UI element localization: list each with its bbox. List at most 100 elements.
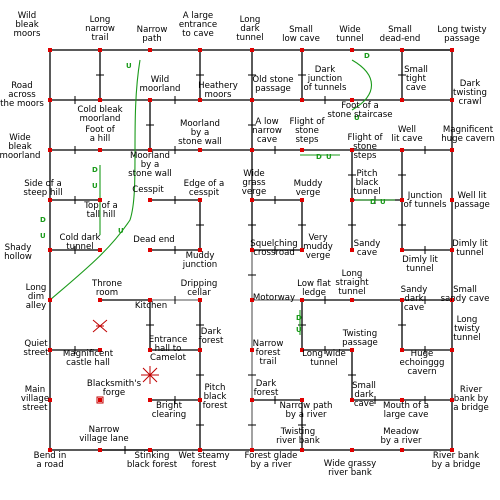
room-label-line: huge cavern [441,134,495,144]
room-label-line: Very [308,233,327,243]
room-label-dimly-lit-tunnel-1: Dimly lit tunnel [402,255,438,274]
room-label-forest-glade-river: Forest glade by a river [245,451,298,470]
room-label-line: Wild [151,75,170,85]
room-label-line: Low flat [297,279,331,289]
room-label-line: grass [242,178,266,188]
room-label-main-village-street: Main village street [21,385,49,413]
room-label-line: Meadow [383,427,419,437]
room-label-shady-hollow: Shady hollow [4,243,32,262]
room-label-line: Long [26,283,47,293]
room-label-line: Long [90,15,111,25]
room-label-wild-bleak-moors: Wild bleak moors [14,11,41,39]
room-label-line: steps [295,135,319,145]
room-label-line: tunnel [453,333,480,343]
room-label-old-stone-passage: Old stone passage [252,75,293,94]
room-label-line: dark [404,294,423,304]
room-label-line: black forest [127,460,178,470]
room-label-line: River [460,385,483,395]
room-label-line: Quiet [24,339,48,349]
room-label-line: black [356,178,379,188]
room-label-small-sandy-cave: Small sandy cave [441,285,490,304]
room-label-line: Sandy [401,285,428,295]
down-marker: D [364,52,370,60]
room-label-line: moorland [140,84,181,94]
room-label-long-wide-tunnel: Long wide tunnel [302,349,346,368]
room-label-line: Stinking [135,451,170,461]
room-label-well-lit-passage: Well lit passage [454,191,490,210]
room-label-line: crossroad [253,248,295,258]
room-label-line: passage [444,34,480,44]
room-label-cold-bleak-moorland: Cold bleak moorland [77,105,122,124]
room-label-line: Well [398,125,416,135]
room-label-line: Wide [9,133,30,143]
room-label-line: stone [353,142,377,152]
room-label-line: verge [296,188,321,198]
room-label-long-twisty-tunnel: Long twisty tunnel [453,315,480,343]
room-label-long-dark-tunnel: Long dark tunnel [236,15,263,43]
room-label-line: junction [307,74,342,84]
room-label-line: Muddy [186,251,215,261]
room-label-meadow-river: Meadow by a river [380,427,422,446]
room-label-line: Kitchen [135,301,167,311]
room-label-kitchen: Kitchen [135,301,167,311]
room-label-line: tunnel [236,33,263,43]
room-label-line: Dimly lit [402,255,438,265]
room-label-line: Wide grassy [324,459,376,469]
room-label-line: Edge of a [184,179,225,189]
room-label-muddy-junction: Muddy junction [182,251,217,270]
room-label-line: moors [205,90,232,100]
room-label-line: dim [28,292,44,302]
room-label-line: River bank [433,451,479,461]
room-label-line: passage [454,200,490,210]
room-label-line: Moorland [130,151,170,161]
room-label-wide-grassy-river-bank: Wide grassy river bank [324,459,376,478]
room-label-line: stone [295,126,319,136]
room-label-line: across [8,90,36,100]
room-label-line: Narrow path [280,401,333,411]
room-label-sandy-dark-cave: Sandy dark cave [401,285,428,313]
up-down-connectors [49,59,395,335]
room-label-line: hall to [155,344,182,354]
room-label-dark-twisting-crawl: Dark twisting crawl [453,79,487,107]
room-label-large-entrance: A large entrance to cave [179,11,217,39]
room-label-line: passage [342,338,378,348]
room-label-line: clearing [152,410,187,420]
room-label-dead-end: Dead end [133,235,175,245]
room-label-very-muddy-verge: Very muddy verge [303,233,333,261]
room-label-line: river bank [276,436,320,446]
room-label-line: to cave [182,29,214,39]
room-label-narrow-village-lane: Narrow village lane [79,425,128,444]
room-label-line: Twisting [342,329,377,339]
room-label-line: moorland [0,151,40,161]
room-label-line: village [21,394,49,404]
room-label-line: Moorland [180,119,220,129]
room-label-cesspit: Cesspit [132,185,164,195]
room-label-small-low-cave: Small low cave [282,25,320,44]
room-label-line: Long wide [302,349,346,359]
room-label-small-dead-end: Small dead-end [380,25,421,44]
room-label-line: the moors [0,99,44,109]
room-label-line: Dark [256,379,276,389]
room-label-line: Entrance [149,335,188,345]
room-label-line: Huge [411,349,434,359]
room-label-line: castle hall [66,358,110,368]
room-label-cold-dark-tunnel: Cold dark tunnel [59,233,100,252]
up-marker: U [118,227,124,235]
room-label-line: forest [199,336,224,346]
room-label-line: Long [342,269,363,279]
room-label-line: alley [26,301,46,311]
room-label-line: Camelot [150,353,187,363]
down-marker: D [370,198,376,206]
room-label-dark-forest-2: Dark forest [254,379,279,398]
room-label-line: street [23,348,49,358]
room-label-line: Well lit [458,191,488,201]
room-label-wide-bleak-moorland: Wide bleak moorland [0,133,40,161]
room-label-line: a road [36,460,63,470]
room-label-heathery-moors: Heathery moors [198,81,238,100]
room-label-line: forest [203,401,228,411]
room-label-line: path [142,34,162,44]
room-label-sandy-cave: Sandy cave [354,239,381,258]
